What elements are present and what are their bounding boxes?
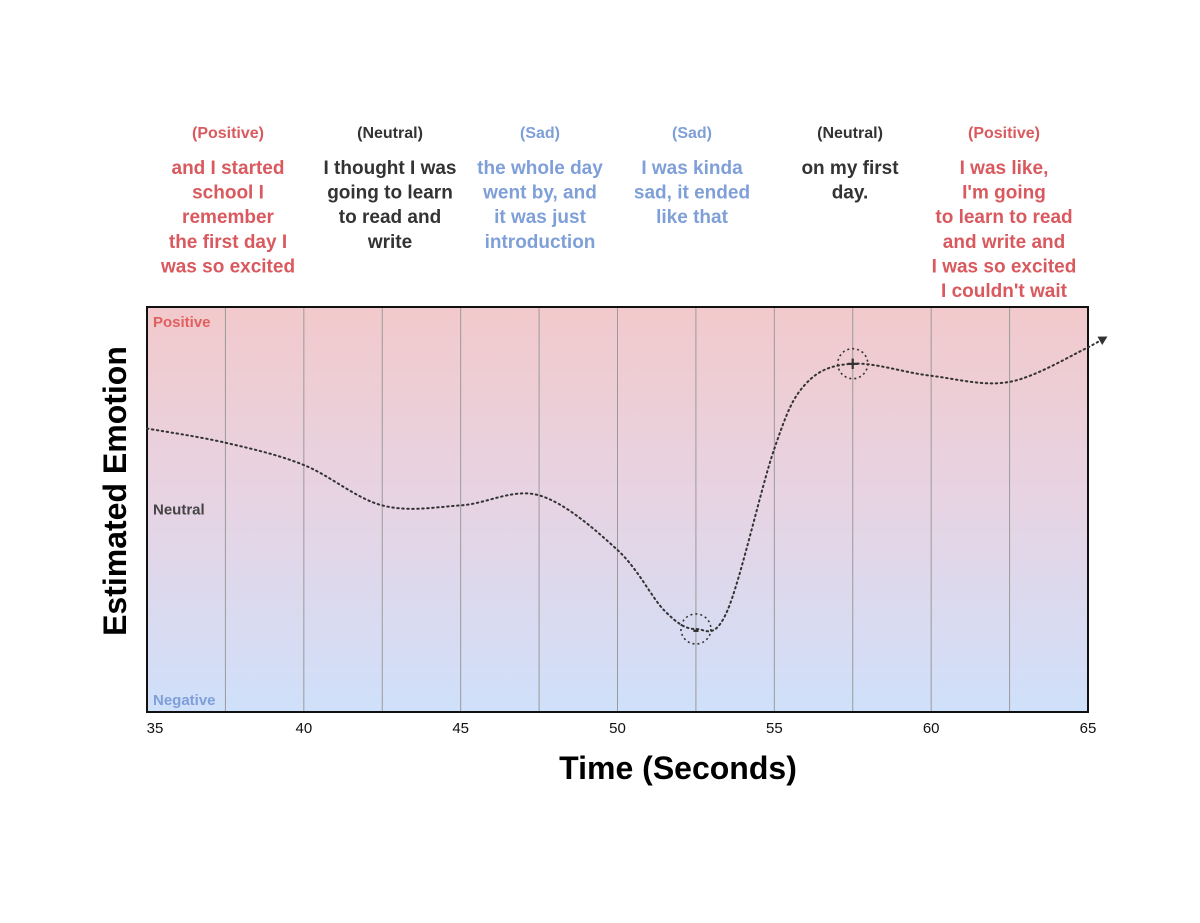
segment-text-line: and I started: [172, 158, 285, 179]
segment-text-line: going to learn: [327, 183, 453, 204]
gridlines: [224, 307, 1011, 712]
transcript-segment: (Neutral) I thought I was going to learn to…: [324, 125, 457, 253]
transcript-segment: (Positive) I was like, I'm going to learn t…: [932, 125, 1077, 302]
marker-circle: [680, 613, 712, 645]
segment-text-line: went by, and: [482, 183, 597, 204]
segment-text-line: I couldn't wait: [941, 281, 1068, 302]
segment-text-line: like that: [656, 207, 728, 228]
segment-text-line: school I: [192, 183, 264, 204]
emotion-series: [146, 336, 1108, 633]
y-level-labels: Positive Neutral Negative: [153, 314, 216, 709]
segment-text-line: the whole day: [477, 158, 603, 179]
x-tick-label: 65: [1080, 720, 1097, 737]
segment-text-line: the first day I: [169, 232, 287, 253]
x-tick-label: 50: [609, 720, 626, 737]
segment-text-line: introduction: [485, 232, 596, 253]
arrow-head: [1097, 336, 1108, 346]
marker-circle: [836, 347, 869, 380]
x-tick-label: 60: [923, 720, 940, 737]
transcript-segments: (Positive) and I started school I remember t…: [160, 125, 1076, 302]
x-axis-title: Time (Seconds): [559, 750, 797, 786]
x-tick-labels: 35 40 45 50 55 60 65: [147, 720, 1097, 737]
segment-text-line: and write and: [943, 232, 1065, 253]
y-axis-title: Estimated Emotion: [97, 346, 133, 636]
segment-text-line: I was like,: [960, 158, 1049, 179]
segment-emotion-tag: (Sad): [520, 125, 560, 142]
series-line: [146, 346, 1089, 633]
transcript-segment: (Neutral) on my first day.: [801, 125, 899, 204]
segment-emotion-tag: (Neutral): [817, 125, 883, 142]
marker-symbol: -: [693, 619, 700, 641]
segment-emotion-tag: (Neutral): [357, 125, 423, 142]
segment-text-line: remember: [182, 207, 274, 228]
transcript-segment: (Positive) and I started school I remember t…: [160, 125, 295, 277]
y-level-label: Neutral: [153, 502, 205, 519]
segment-text-line: I was so excited: [932, 256, 1077, 277]
segment-text-line: it was just: [494, 207, 587, 228]
segment-text-line: on my first: [801, 158, 899, 179]
transcript-segment: (Sad) the whole day went by, and it was jus…: [477, 125, 603, 253]
y-level-label: Positive: [153, 314, 211, 331]
segment-text-line: day.: [832, 183, 869, 204]
x-tick-label: 35: [147, 720, 164, 737]
segment-text-line: to learn to read: [935, 207, 1072, 228]
x-tick-label: 45: [452, 720, 469, 737]
x-tick-label: 40: [295, 720, 312, 737]
plot-frame: [146, 306, 1089, 713]
emotion-markers: -+: [680, 347, 869, 645]
segment-emotion-tag: (Sad): [672, 125, 712, 142]
transcript-segment: (Sad) I was kinda sad, it ended like that: [634, 125, 750, 228]
y-level-label: Negative: [153, 692, 216, 709]
segment-emotion-tag: (Positive): [968, 125, 1040, 142]
segment-text-line: I thought I was: [324, 158, 457, 179]
segment-emotion-tag: (Positive): [192, 125, 264, 142]
segment-text-line: I'm going: [962, 183, 1046, 204]
segment-text-line: I was kinda: [641, 158, 743, 179]
segment-text-line: write: [367, 232, 412, 253]
segment-text-line: to read and: [339, 207, 441, 228]
marker-symbol: +: [847, 354, 859, 376]
x-tick-label: 55: [766, 720, 783, 737]
segment-text-line: sad, it ended: [634, 183, 750, 204]
segment-text-line: was so excited: [160, 256, 295, 277]
